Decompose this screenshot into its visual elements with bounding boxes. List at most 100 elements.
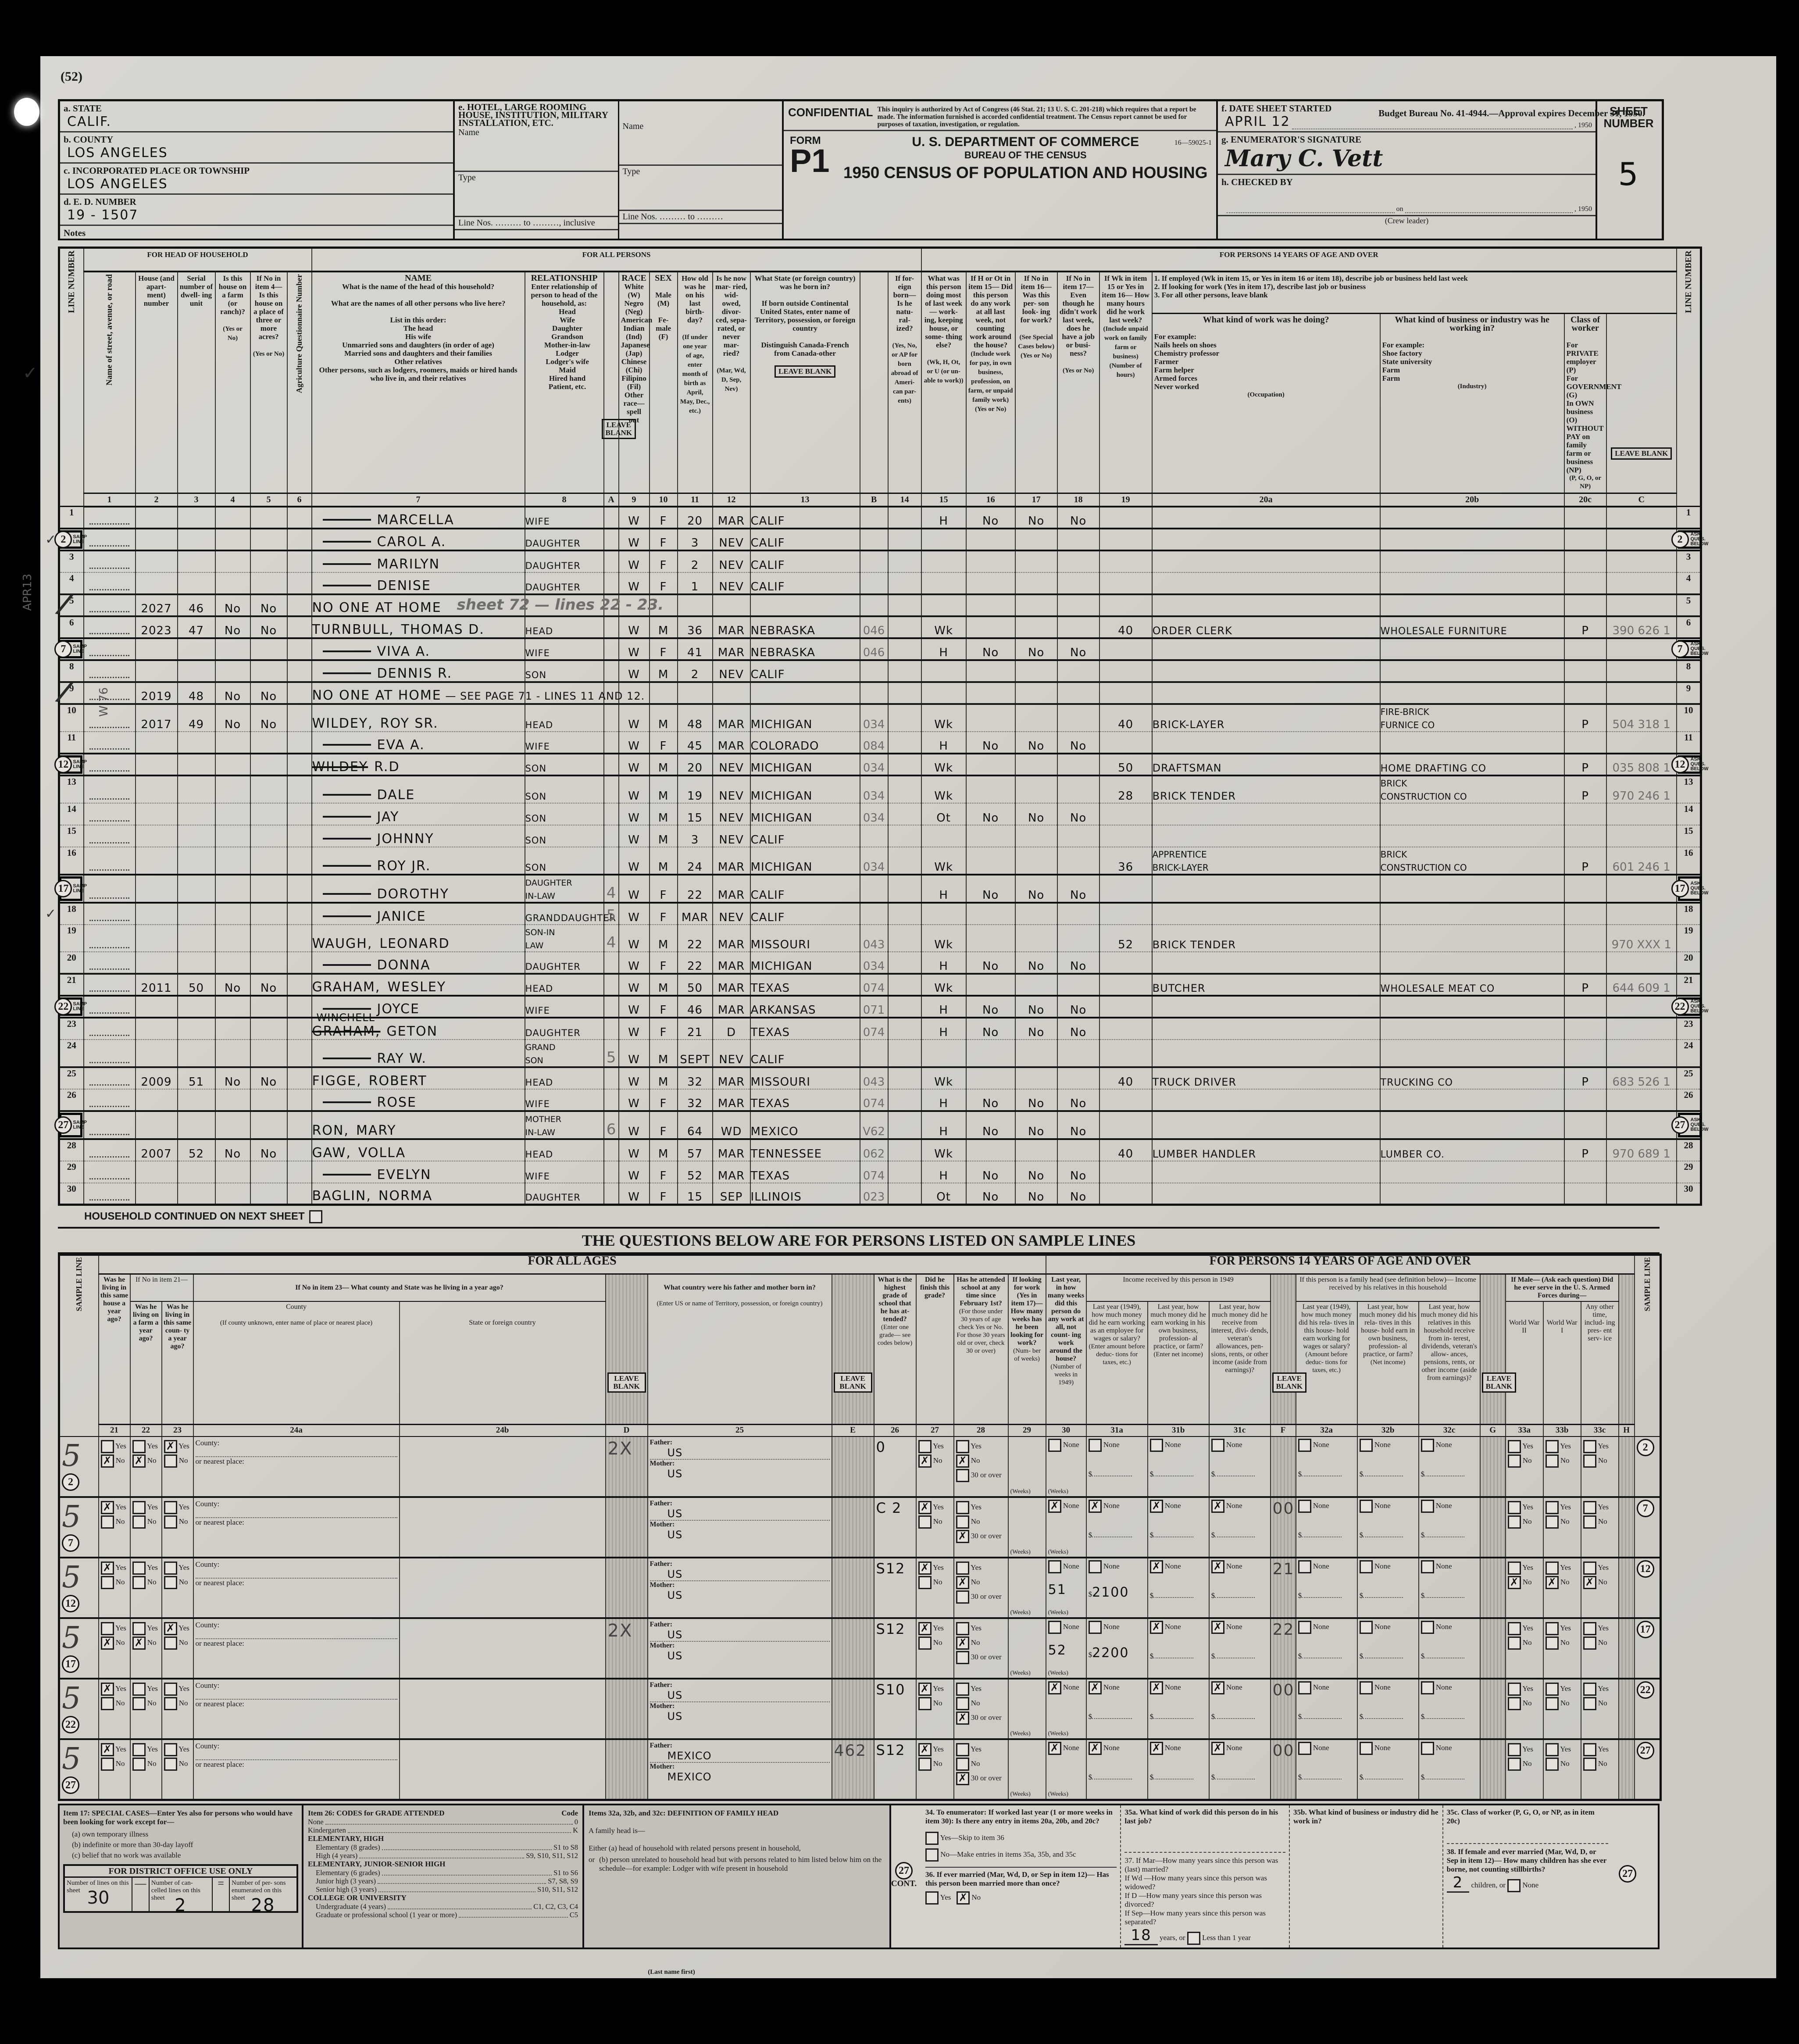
item15-23[interactable]: H: [921, 1017, 967, 1040]
s33c-12[interactable]: Yes No: [1581, 1558, 1619, 1619]
item16-15[interactable]: [966, 825, 1016, 847]
s33a-17[interactable]: Yes No: [1505, 1618, 1544, 1680]
race-15[interactable]: W: [618, 825, 650, 847]
item38-none-checkbox[interactable]: [1507, 1879, 1521, 1892]
class-of-worker-23[interactable]: [1564, 1017, 1607, 1040]
name-24[interactable]: RAY W.: [311, 1039, 525, 1068]
relationship-11[interactable]: WIFE: [525, 731, 604, 754]
race-17[interactable]: W: [618, 873, 650, 904]
s32b-27[interactable]: None $: [1357, 1739, 1419, 1801]
s22-17[interactable]: Yes No: [130, 1618, 162, 1680]
age-6[interactable]: 36: [677, 615, 713, 639]
s33a-12[interactable]: Yes No: [1505, 1558, 1544, 1619]
house-number-14[interactable]: [135, 803, 178, 825]
street-23[interactable]: [83, 1017, 136, 1040]
house-number-11[interactable]: [135, 731, 178, 754]
occupation-29[interactable]: [1152, 1161, 1381, 1183]
farm-11[interactable]: [215, 731, 251, 754]
hotel-lines-field[interactable]: Line Nos. ……… to ………, inclusive: [455, 217, 618, 230]
class-of-worker-27[interactable]: [1564, 1110, 1607, 1140]
occupation-9[interactable]: [1152, 681, 1381, 704]
relationship-12[interactable]: SON: [525, 752, 604, 776]
ag-number-5[interactable]: [287, 593, 312, 617]
hours-23[interactable]: [1099, 1017, 1153, 1040]
acres-9[interactable]: No: [250, 681, 288, 704]
item17-11[interactable]: No: [1015, 731, 1058, 754]
item16-30[interactable]: No: [966, 1183, 1016, 1205]
class-of-worker-6[interactable]: P: [1564, 615, 1607, 639]
hours-21[interactable]: [1099, 972, 1153, 996]
item18-19[interactable]: [1057, 924, 1100, 952]
hours-7[interactable]: [1099, 637, 1153, 661]
item15-9[interactable]: [921, 681, 967, 704]
relationship-23[interactable]: DAUGHTER: [525, 1017, 604, 1040]
occupation-14[interactable]: [1152, 803, 1381, 825]
item18-20[interactable]: No: [1057, 951, 1100, 974]
relationship-18[interactable]: GRANDDAUGHTER: [525, 902, 616, 925]
sex-25[interactable]: M: [649, 1066, 678, 1090]
sex-2[interactable]: F: [649, 527, 678, 551]
farm-7[interactable]: [215, 637, 251, 661]
street-28[interactable]: [83, 1138, 136, 1161]
item17-8[interactable]: [1015, 660, 1058, 683]
farm-17[interactable]: [215, 873, 251, 904]
sex-24[interactable]: M: [649, 1039, 678, 1068]
naturalized-18[interactable]: [888, 902, 922, 925]
relationship-10[interactable]: HEAD: [525, 703, 604, 732]
age-21[interactable]: 50: [677, 972, 713, 996]
item18-27[interactable]: No: [1057, 1110, 1100, 1140]
ag-number-26[interactable]: [287, 1089, 312, 1111]
age-25[interactable]: 32: [677, 1066, 713, 1090]
acres-19[interactable]: [250, 924, 288, 952]
item17-28[interactable]: [1015, 1138, 1058, 1161]
item17-20[interactable]: No: [1015, 951, 1058, 974]
naturalized-9[interactable]: [888, 681, 922, 704]
sex-17[interactable]: F: [649, 873, 678, 904]
marital-24[interactable]: NEV: [712, 1039, 751, 1068]
item15-22[interactable]: H: [921, 994, 967, 1018]
acres-20[interactable]: [250, 951, 288, 974]
relationship-20[interactable]: DAUGHTER: [525, 951, 604, 974]
item38-children-value[interactable]: 2: [1446, 1873, 1470, 1893]
item17-22[interactable]: No: [1015, 994, 1058, 1018]
farm-20[interactable]: [215, 951, 251, 974]
industry-30[interactable]: [1380, 1183, 1565, 1205]
race-8[interactable]: W: [618, 660, 650, 683]
item16-6[interactable]: [966, 615, 1016, 639]
ag-number-20[interactable]: [287, 951, 312, 974]
industry-2[interactable]: [1380, 527, 1565, 551]
farm-22[interactable]: [215, 994, 251, 1018]
item17-26[interactable]: No: [1015, 1089, 1058, 1111]
item16-14[interactable]: No: [966, 803, 1016, 825]
naturalized-6[interactable]: [888, 615, 922, 639]
birthplace-23[interactable]: TEXAS: [750, 1017, 860, 1040]
marital-7[interactable]: MAR: [712, 637, 751, 661]
item17-4[interactable]: [1015, 572, 1058, 595]
item18-29[interactable]: No: [1057, 1161, 1100, 1183]
relationship-24[interactable]: GRAND SON: [525, 1039, 604, 1068]
item18-9[interactable]: [1057, 681, 1100, 704]
date-value[interactable]: APRIL 12: [1225, 114, 1290, 129]
s30-27[interactable]: None(Weeks): [1046, 1739, 1087, 1801]
house-number-21[interactable]: 2011: [135, 972, 178, 996]
s27-2[interactable]: Yes No: [916, 1437, 954, 1498]
age-4[interactable]: 1: [677, 572, 713, 595]
industry-27[interactable]: [1380, 1110, 1565, 1140]
sex-20[interactable]: F: [649, 951, 678, 974]
item16-25[interactable]: [966, 1066, 1016, 1090]
occupation-30[interactable]: [1152, 1183, 1381, 1205]
house-number-2[interactable]: [135, 527, 178, 551]
item16-1[interactable]: No: [966, 506, 1016, 529]
relationship-26[interactable]: WIFE: [525, 1089, 604, 1111]
item17-12[interactable]: [1015, 752, 1058, 776]
farm-19[interactable]: [215, 924, 251, 952]
hours-11[interactable]: [1099, 731, 1153, 754]
relationship-25[interactable]: HEAD: [525, 1066, 604, 1090]
serial-number-16[interactable]: [177, 847, 216, 875]
item16-4[interactable]: [966, 572, 1016, 595]
hours-17[interactable]: [1099, 873, 1153, 904]
age-13[interactable]: 19: [677, 775, 713, 804]
house-number-19[interactable]: [135, 924, 178, 952]
street-29[interactable]: [83, 1161, 136, 1183]
age-10[interactable]: 48: [677, 703, 713, 732]
